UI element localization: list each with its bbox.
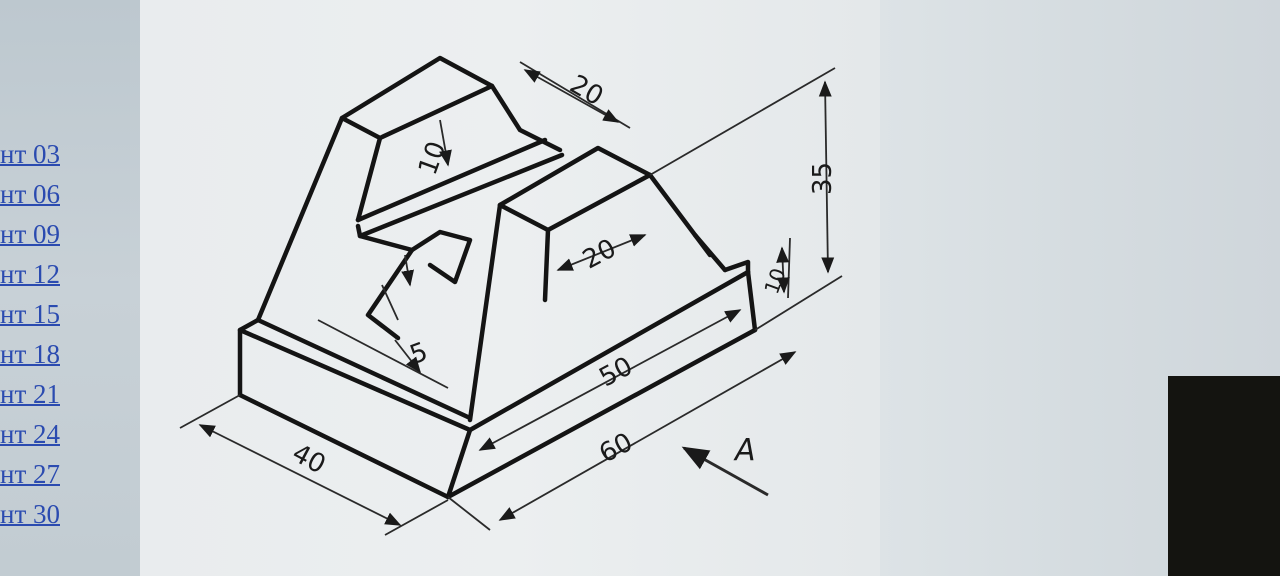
variant-link-27[interactable]: нт 27: [0, 459, 60, 489]
part-outline: [237, 55, 758, 500]
view-label: A: [733, 433, 756, 468]
left-margin: [0, 0, 140, 576]
dim-top-height: 10: [413, 138, 453, 179]
variant-link-24[interactable]: нт 24: [0, 419, 60, 449]
dim-small-offset: 5: [406, 337, 432, 371]
dim-mid-width: 20: [578, 233, 621, 275]
variant-link-06[interactable]: нт 06: [0, 179, 60, 209]
variant-link-09[interactable]: нт 09: [0, 219, 60, 249]
view-arrow: [681, 446, 769, 497]
dim-total-height: 35: [808, 162, 838, 195]
dark-panel: [1168, 376, 1280, 576]
variant-link-15[interactable]: нт 15: [0, 299, 60, 329]
variant-link-30[interactable]: нт 30: [0, 499, 60, 529]
dim-top-width: 20: [565, 70, 609, 113]
dim-depth: 40: [287, 438, 330, 480]
variant-link-12[interactable]: нт 12: [0, 259, 60, 289]
dimension-lines: [179, 61, 843, 536]
variant-link-03[interactable]: нт 03: [0, 139, 60, 169]
variant-link-21[interactable]: нт 21: [0, 379, 60, 409]
dim-right-height: 10: [759, 265, 790, 297]
variant-link-18[interactable]: нт 18: [0, 339, 60, 369]
